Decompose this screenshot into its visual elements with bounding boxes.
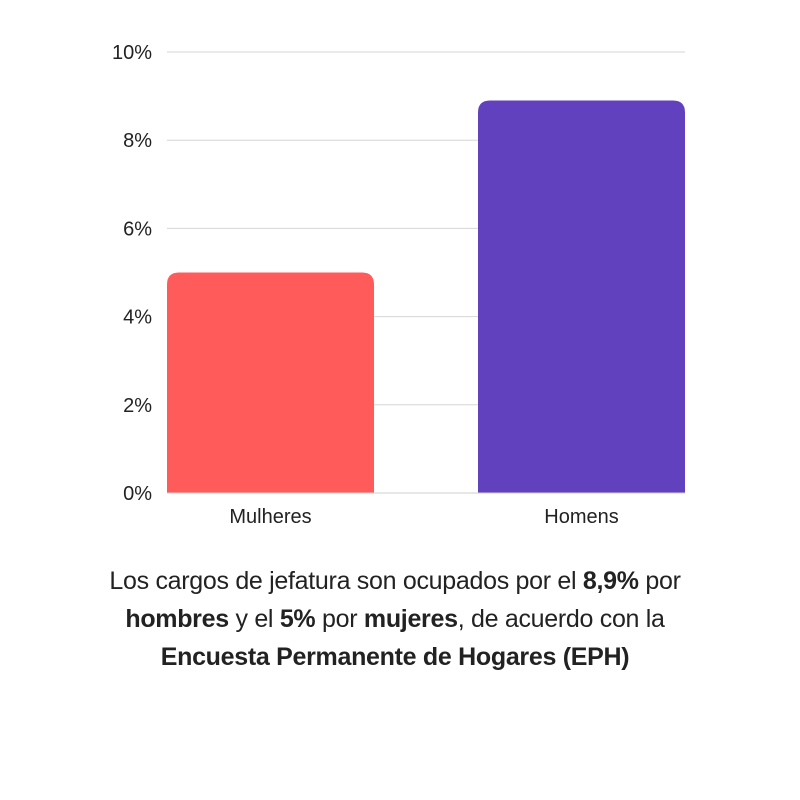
bar-chart: 0% 2% 4% 6% 8% 10% Mulheres Homens: [112, 42, 685, 528]
caption-value-women: 5%: [279, 605, 316, 633]
y-tick-label: 0%: [123, 483, 152, 505]
x-category-label: Homens: [544, 506, 618, 528]
y-tick-label: 2%: [123, 395, 152, 417]
y-tick-label: 10%: [112, 42, 152, 64]
bar-mulheres: [167, 272, 374, 493]
x-category-label: Mulheres: [229, 506, 311, 528]
caption-text-1: Los cargos de jefatura son ocupados por …: [109, 567, 583, 595]
y-tick-label: 6%: [123, 218, 152, 240]
caption-source: Encuesta Permanente de Hogares (EPH): [160, 643, 630, 671]
caption-text-4: por: [315, 605, 364, 633]
y-tick-label: 4%: [123, 307, 152, 329]
caption-text-5: , de acuerdo con la: [457, 605, 665, 633]
caption-women: mujeres: [363, 605, 458, 633]
caption-men: hombres: [125, 605, 229, 633]
bar-homens: [478, 100, 685, 493]
chart-caption: Los cargos de jefatura son ocupados por …: [60, 562, 730, 676]
caption-text-2: por: [638, 567, 681, 595]
axes: 0% 2% 4% 6% 8% 10% Mulheres Homens: [112, 42, 685, 528]
y-tick-label: 8%: [123, 130, 152, 152]
caption-value-men: 8,9%: [582, 567, 639, 595]
caption-text-3: y el: [228, 605, 280, 633]
bars: [167, 100, 685, 493]
